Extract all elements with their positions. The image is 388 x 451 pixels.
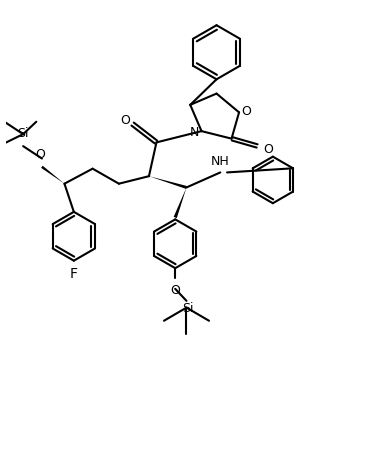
- Text: Si: Si: [183, 301, 194, 314]
- Polygon shape: [174, 188, 187, 219]
- Text: O: O: [263, 142, 273, 155]
- Text: O: O: [241, 105, 251, 118]
- Text: Si: Si: [17, 127, 29, 140]
- Text: O: O: [120, 114, 130, 127]
- Text: O: O: [170, 284, 180, 297]
- Text: O: O: [35, 148, 45, 161]
- Polygon shape: [41, 166, 64, 184]
- Text: NH: NH: [211, 154, 230, 167]
- Text: N: N: [190, 125, 199, 138]
- Polygon shape: [149, 177, 187, 189]
- Text: F: F: [70, 267, 78, 281]
